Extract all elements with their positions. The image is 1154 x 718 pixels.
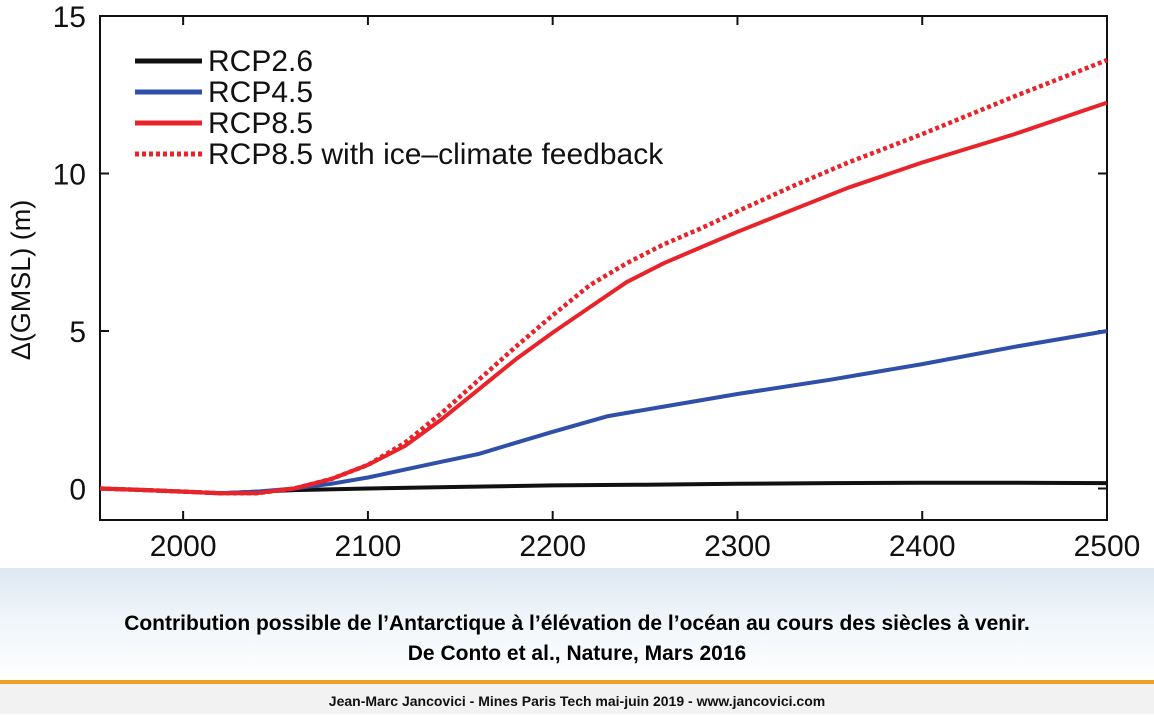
x-tick-label-2400: 2400 — [889, 530, 956, 563]
legend-label-0: RCP2.6 — [208, 45, 313, 78]
legend-label-1: RCP4.5 — [208, 76, 313, 109]
x-tick-label-2100: 2100 — [335, 530, 402, 563]
plot-frame — [99, 15, 1108, 521]
footer-text: Jean-Marc Jancovici - Mines Paris Tech m… — [328, 693, 826, 709]
y-tick-label-0: 0 — [69, 474, 86, 507]
caption-line-1: Contribution possible de l’Antarctique à… — [124, 612, 1030, 635]
series-line-1 — [99, 329, 1108, 496]
y-tick-label-10: 10 — [53, 159, 86, 192]
footer: Jean-Marc Jancovici - Mines Paris Tech m… — [0, 684, 1154, 714]
x-tick-label-2000: 2000 — [150, 530, 217, 563]
footer-divider — [0, 680, 1154, 684]
legend-label-2: RCP8.5 — [208, 107, 313, 140]
legend-label-3: RCP8.5 with ice–climate feedback — [208, 138, 664, 171]
x-tick-label-2500: 2500 — [1074, 530, 1141, 563]
y-tick-label-15: 15 — [53, 1, 86, 34]
y-axis-title: Δ(GMSL) (m) — [6, 200, 36, 361]
caption-band — [0, 568, 1154, 680]
series-line-2 — [99, 100, 1108, 496]
x-tick-label-2300: 2300 — [704, 530, 771, 563]
chart-area: 2000 2100 2200 2300 2400 2500 0 5 10 15 Δ(GMSL) (m… — [6, 1, 1141, 563]
y-tick-label-5: 5 — [69, 316, 86, 349]
x-tick-label-2200: 2200 — [519, 530, 586, 563]
line-chart: 2000 2100 2200 2300 2400 2500 0 5 10 15 Δ(GMSL) (m… — [6, 1, 1141, 563]
caption-line-2: De Conto et al., Nature, Mars 2016 — [407, 642, 747, 665]
chart-caption: Contribution possible de l’Antarctique à… — [0, 609, 1154, 669]
